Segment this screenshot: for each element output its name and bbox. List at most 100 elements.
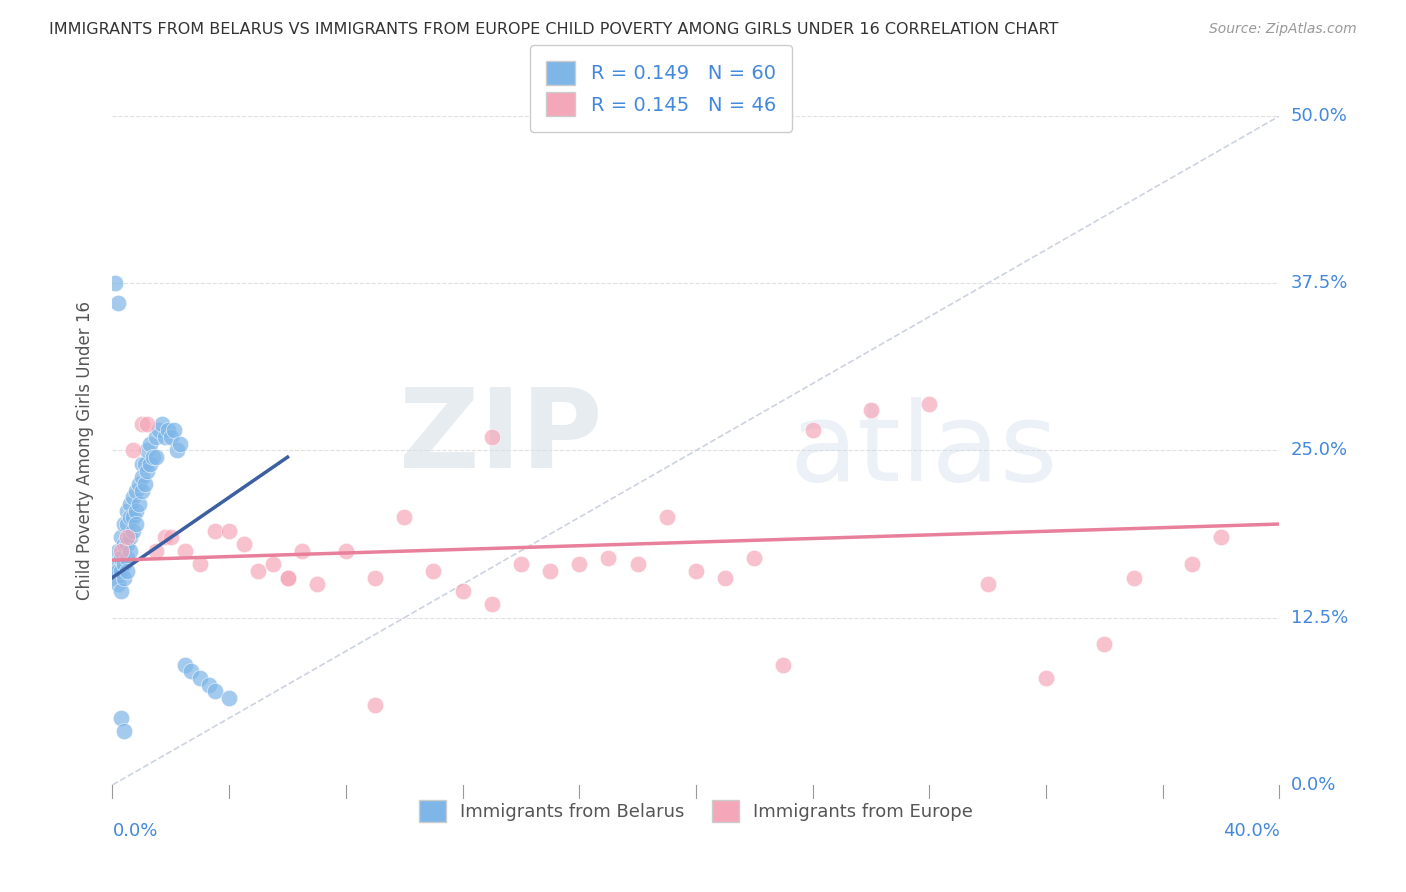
Point — [112, 516, 135, 531]
Point — [115, 516, 138, 531]
Point — [394, 510, 416, 524]
Point — [860, 403, 883, 417]
Point — [122, 524, 145, 538]
Point — [125, 503, 148, 517]
Point — [142, 450, 165, 464]
Point — [139, 457, 162, 471]
Point — [110, 544, 132, 558]
Point — [107, 577, 129, 591]
Point — [163, 424, 186, 438]
Point — [335, 544, 357, 558]
Y-axis label: Child Poverty Among Girls Under 16: Child Poverty Among Girls Under 16 — [76, 301, 94, 600]
Point — [218, 524, 240, 538]
Point — [538, 564, 561, 578]
Text: atlas: atlas — [789, 397, 1057, 504]
Point — [125, 516, 148, 531]
Point — [136, 443, 159, 458]
Point — [305, 577, 328, 591]
Text: 12.5%: 12.5% — [1291, 608, 1348, 627]
Point — [153, 530, 176, 544]
Point — [204, 524, 226, 538]
Point — [134, 476, 156, 491]
Point — [742, 550, 765, 565]
Point — [160, 430, 183, 444]
Text: 0.0%: 0.0% — [112, 822, 157, 839]
Point — [107, 564, 129, 578]
Point — [174, 544, 197, 558]
Point — [148, 424, 170, 438]
Text: 37.5%: 37.5% — [1291, 274, 1348, 293]
Point — [180, 664, 202, 679]
Point — [364, 698, 387, 712]
Point — [118, 510, 141, 524]
Point — [125, 483, 148, 498]
Point — [188, 671, 211, 685]
Point — [160, 530, 183, 544]
Point — [145, 430, 167, 444]
Point — [1035, 671, 1057, 685]
Point — [128, 497, 150, 511]
Point — [451, 584, 474, 599]
Point — [134, 457, 156, 471]
Point — [145, 544, 167, 558]
Point — [598, 550, 620, 565]
Text: 0.0%: 0.0% — [1291, 776, 1336, 794]
Point — [169, 436, 191, 450]
Point — [685, 564, 707, 578]
Point — [276, 571, 298, 585]
Point — [107, 544, 129, 558]
Point — [118, 544, 141, 558]
Point — [627, 557, 650, 572]
Point — [104, 571, 127, 585]
Point — [104, 557, 127, 572]
Point — [131, 457, 153, 471]
Point — [145, 450, 167, 464]
Point — [197, 678, 219, 692]
Point — [112, 724, 135, 739]
Point — [122, 490, 145, 504]
Point — [118, 497, 141, 511]
Text: 25.0%: 25.0% — [1291, 442, 1348, 459]
Point — [131, 470, 153, 484]
Point — [1209, 530, 1232, 544]
Point — [801, 424, 824, 438]
Point — [655, 510, 678, 524]
Point — [364, 571, 387, 585]
Point — [232, 537, 254, 551]
Point — [115, 550, 138, 565]
Point — [204, 684, 226, 698]
Point — [174, 657, 197, 672]
Point — [509, 557, 531, 572]
Point — [122, 510, 145, 524]
Point — [188, 557, 211, 572]
Point — [107, 296, 129, 310]
Point — [110, 711, 132, 725]
Point — [128, 476, 150, 491]
Point — [139, 436, 162, 450]
Point — [291, 544, 314, 558]
Text: 40.0%: 40.0% — [1223, 822, 1279, 839]
Point — [1122, 571, 1144, 585]
Legend: Immigrants from Belarus, Immigrants from Europe: Immigrants from Belarus, Immigrants from… — [405, 785, 987, 836]
Point — [772, 657, 794, 672]
Point — [1181, 557, 1204, 572]
Point — [112, 537, 135, 551]
Point — [110, 550, 132, 565]
Point — [1094, 637, 1116, 651]
Point — [422, 564, 444, 578]
Point — [150, 417, 173, 431]
Point — [115, 530, 138, 544]
Point — [136, 464, 159, 478]
Point — [131, 483, 153, 498]
Point — [156, 424, 179, 438]
Point — [115, 564, 138, 578]
Point — [714, 571, 737, 585]
Text: 50.0%: 50.0% — [1291, 107, 1347, 125]
Point — [110, 530, 132, 544]
Point — [568, 557, 591, 572]
Point — [918, 396, 941, 410]
Point — [481, 598, 503, 612]
Point — [131, 417, 153, 431]
Text: IMMIGRANTS FROM BELARUS VS IMMIGRANTS FROM EUROPE CHILD POVERTY AMONG GIRLS UNDE: IMMIGRANTS FROM BELARUS VS IMMIGRANTS FR… — [49, 22, 1059, 37]
Point — [115, 537, 138, 551]
